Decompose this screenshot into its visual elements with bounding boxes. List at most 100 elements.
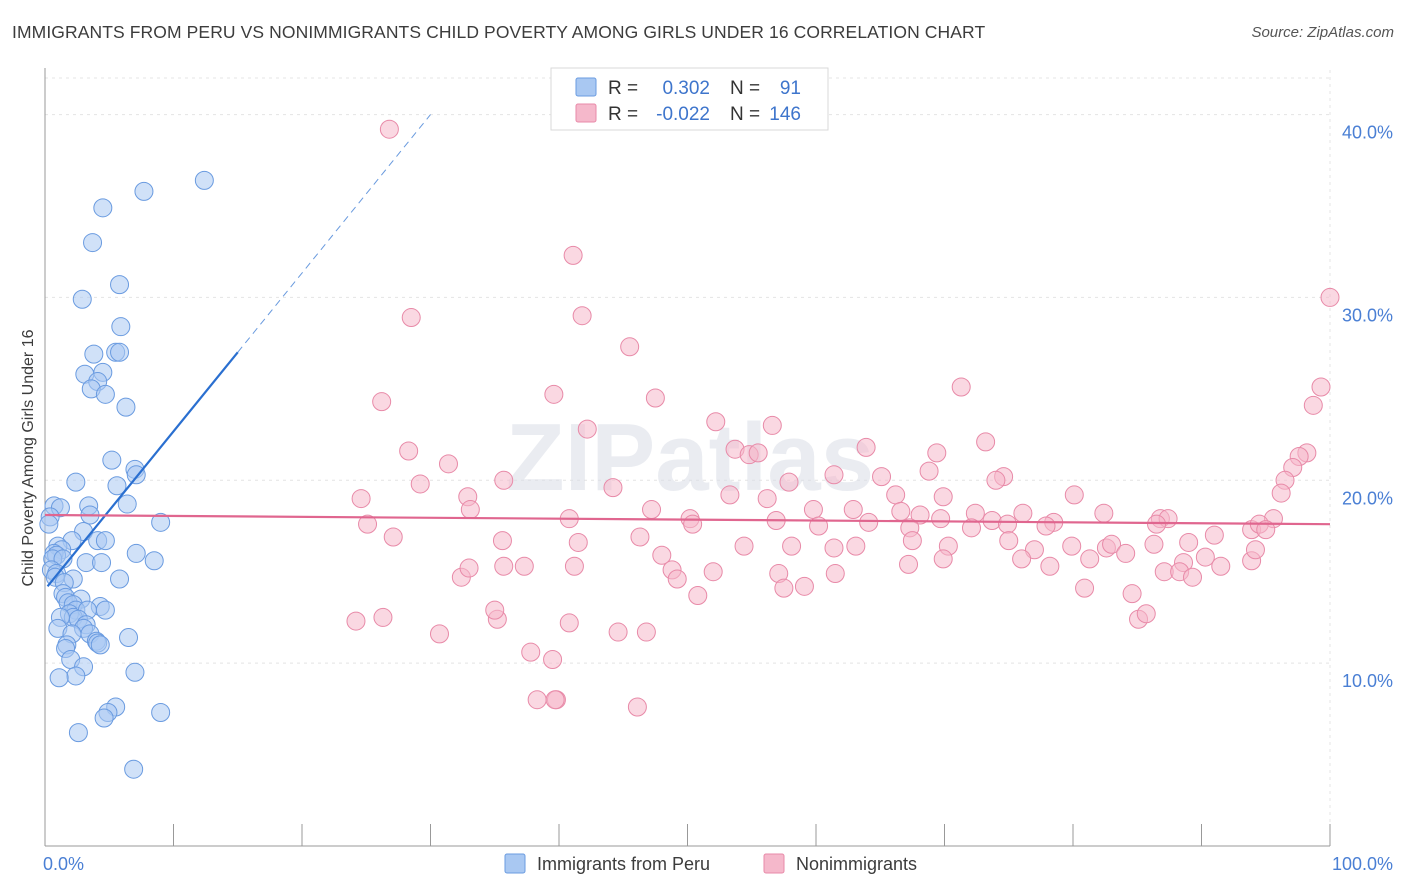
nonimmigrant-point xyxy=(927,443,947,463)
nonimmigrant-point xyxy=(886,485,906,505)
nonimmigrant-point xyxy=(919,461,939,481)
nonimmigrant-point xyxy=(961,518,981,538)
peru-points xyxy=(39,170,214,779)
nonimmigrant-point xyxy=(358,514,378,534)
nonimmigrant-point xyxy=(703,562,723,582)
peru-point xyxy=(84,344,104,364)
nonimmigrant-point xyxy=(762,415,782,435)
nonimmigrant-point xyxy=(1256,520,1276,540)
nonimmigrant-point xyxy=(1036,516,1056,536)
nonimmigrant-point xyxy=(1122,584,1142,604)
nonimmigrant-point xyxy=(1024,540,1044,560)
nonimmigrant-point xyxy=(859,512,879,532)
nonimmigrant-point xyxy=(438,454,458,474)
axes xyxy=(44,68,1331,847)
nonimmigrant-point xyxy=(645,388,665,408)
nonimmigrant-point xyxy=(577,419,597,439)
nonimmigrant-point xyxy=(429,624,449,644)
peru-point xyxy=(72,289,92,309)
peru-point xyxy=(39,514,59,534)
nonimmigrant-point xyxy=(1116,543,1136,563)
nonimmigrant-point xyxy=(563,245,583,265)
peru-point xyxy=(117,494,137,514)
nonimmigrant-point xyxy=(652,545,672,565)
bottom-legend-swatch-nonimmigrants xyxy=(763,853,785,874)
legend-r-value: -0.022 xyxy=(656,104,710,125)
nonimmigrant-point xyxy=(485,600,505,620)
peru-point xyxy=(68,723,88,743)
y-tick-label: 10.0% xyxy=(1342,671,1393,691)
nonimmigrant-point xyxy=(351,489,371,509)
peru-point xyxy=(107,476,127,496)
nonimmigrant-point xyxy=(734,536,754,556)
nonimmigrant-point xyxy=(1245,540,1265,560)
nonimmigrant-point xyxy=(1147,514,1167,534)
series-legend: Immigrants from Peru Nonimmigrants xyxy=(504,853,917,874)
nonimmigrant-point xyxy=(568,532,588,552)
nonimmigrant-point xyxy=(891,501,911,521)
nonimmigrant-point xyxy=(688,585,708,605)
bottom-legend-label-nonimmigrants: Nonimmigrants xyxy=(796,854,917,874)
peru-point xyxy=(194,170,214,190)
y-tick-label: 30.0% xyxy=(1342,305,1393,325)
correlation-legend: R = 0.302 N = 91 R = -0.022 N = 146 xyxy=(550,67,829,131)
nonimmigrant-point xyxy=(559,613,579,633)
nonimmigrant-point xyxy=(1040,556,1060,576)
nonimmigrant-point xyxy=(748,443,768,463)
nonimmigrant-point xyxy=(1211,556,1231,576)
nonimmigrant-point xyxy=(720,485,740,505)
nonimmigrant-point xyxy=(794,576,814,596)
nonimmigrant-point xyxy=(564,556,584,576)
peru-point xyxy=(125,662,145,682)
peru-point xyxy=(144,551,164,571)
nonimmigrant-point xyxy=(899,554,919,574)
nonimmigrant-point xyxy=(1204,525,1224,545)
nonimmigrant-point xyxy=(683,514,703,534)
peru-point xyxy=(151,512,171,532)
legend-swatch-nonimmigrants xyxy=(575,103,597,123)
nonimmigrant-point xyxy=(910,505,930,525)
nonimmigrant-point xyxy=(951,377,971,397)
nonimmigrant-point xyxy=(608,622,628,642)
peru-point xyxy=(119,628,139,648)
peru-trendline-extension xyxy=(237,114,431,353)
peru-point xyxy=(110,275,130,295)
nonimmigrant-point xyxy=(1144,534,1164,554)
bottom-legend-label-peru: Immigrants from Peru xyxy=(537,854,710,874)
peru-point xyxy=(110,342,130,362)
nonimmigrant-point xyxy=(1102,534,1122,554)
nonimmigrant-point xyxy=(543,649,563,669)
legend-r-value: 0.302 xyxy=(662,78,710,99)
nonimmigrant-point xyxy=(667,569,687,589)
nonimmigrant-point xyxy=(933,487,953,507)
nonimmigrant-point xyxy=(843,500,863,520)
nonimmigrant-point xyxy=(1271,483,1291,503)
x-tick-label: 100.0% xyxy=(1332,854,1393,874)
nonimmigrant-point xyxy=(1320,287,1340,307)
source-credit: Source: ZipAtlas.com xyxy=(1251,24,1394,41)
peru-point xyxy=(116,397,136,417)
chart-title: IMMIGRANTS FROM PERU VS NONIMMIGRANTS CH… xyxy=(12,22,986,42)
nonimmigrant-point xyxy=(1195,547,1215,567)
legend-swatch-peru xyxy=(575,77,597,97)
peru-point xyxy=(95,600,115,620)
nonimmigrant-point xyxy=(620,337,640,357)
nonimmigrant-point xyxy=(824,465,844,485)
legend-n-value: 91 xyxy=(780,78,801,99)
peru-point xyxy=(102,450,122,470)
peru-point xyxy=(90,635,110,655)
nonimmigrant-point xyxy=(527,690,547,710)
gridlines xyxy=(45,70,1331,846)
nonimmigrant-point xyxy=(410,474,430,494)
nonimmigrant-point xyxy=(642,500,662,520)
nonimmigrant-point xyxy=(976,432,996,452)
x-tick-label: 0.0% xyxy=(43,854,84,874)
nonimmigrant-point xyxy=(997,514,1017,534)
legend-n-value: 146 xyxy=(769,104,801,125)
nonimmigrant-point xyxy=(1075,578,1095,598)
nonimmigrant-point xyxy=(545,690,565,710)
nonimmigrant-point xyxy=(1062,536,1082,556)
y-tick-label: 40.0% xyxy=(1342,123,1393,143)
nonimmigrant-point xyxy=(514,556,534,576)
nonimmigrant-point xyxy=(1094,503,1114,523)
